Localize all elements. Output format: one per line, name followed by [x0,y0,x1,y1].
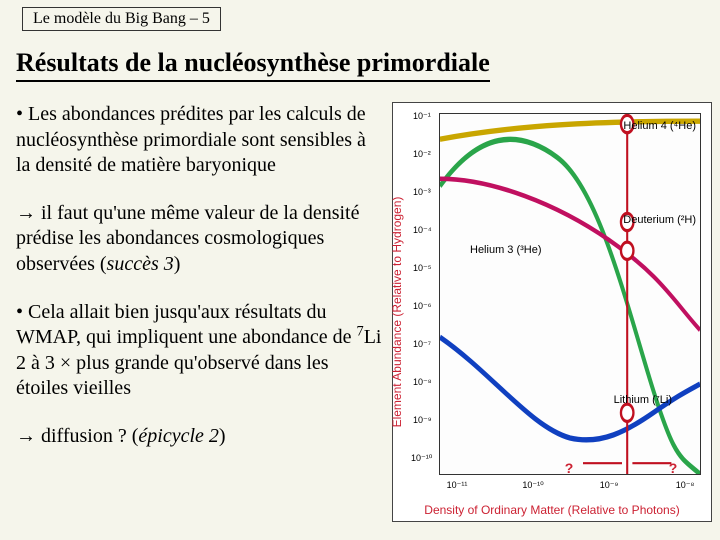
ytick: 10⁻⁸ [413,377,432,388]
ytick: 10⁻² [413,149,431,160]
ytick: 10⁻⁹ [413,415,432,426]
xtick: 10⁻⁹ [600,480,619,491]
chart-plot: Helium 4 (⁴He) Deuterium (²H) Helium 3 (… [439,113,701,475]
curve-li7 [440,337,700,440]
body-text: • Les abondances prédites par les calcul… [16,102,382,472]
para-4: → diffusion ? (épicycle 2) [16,424,382,450]
para-4-post: ) [219,425,226,447]
para-2-italic: succès 3 [107,253,174,275]
chart-svg [440,114,700,474]
xtick: 10⁻¹¹ [447,480,468,491]
marker-li7 [621,404,633,421]
ytick: 10⁻³ [413,187,431,198]
para-4-italic: épicycle 2 [138,425,219,447]
ytick: 10⁻⁴ [413,225,432,236]
qmark-left: ? [565,460,574,476]
label-d: Deuterium (²H) [623,214,696,226]
marker-he3 [621,242,633,259]
ytick: 10⁻⁷ [413,339,431,350]
curve-d [440,139,700,474]
para-3: • Cela allait bien jusqu'aux résultats d… [16,300,382,402]
para-2-pre: → il faut qu'une même valeur de la densi… [16,202,360,275]
abundance-chart: Element Abundance (Relative to Hydrogen)… [392,102,712,522]
para-4-pre: → diffusion ? ( [16,425,138,447]
para-2-post: ) [174,253,181,275]
slide-tag: Le modèle du Big Bang – 5 [22,7,221,31]
para-3a: • Cela allait bien jusqu'aux résultats d… [16,301,357,349]
label-he4: Helium 4 (⁴He) [623,120,696,132]
chart-ylabel: Element Abundance (Relative to Hydrogen) [390,197,404,428]
xtick: 10⁻¹⁰ [522,480,543,491]
ytick: 10⁻¹ [413,111,431,122]
ytick: 10⁻¹⁰ [411,453,432,464]
label-he3: Helium 3 (³He) [470,244,542,256]
chart-xlabel: Density of Ordinary Matter (Relative to … [393,503,711,517]
para-1: • Les abondances prédites par les calcul… [16,102,382,179]
ytick: 10⁻⁵ [413,263,432,274]
qmark-right: ? [669,460,678,476]
label-li7: Lithium (⁷Li) [614,394,672,406]
page-title: Résultats de la nucléosynthèse primordia… [16,48,490,82]
para-2: → il faut qu'une même valeur de la densi… [16,201,382,278]
xtick: 10⁻⁸ [676,480,695,491]
ytick: 10⁻⁶ [413,301,431,312]
para-3-sup: 7 [357,324,364,340]
